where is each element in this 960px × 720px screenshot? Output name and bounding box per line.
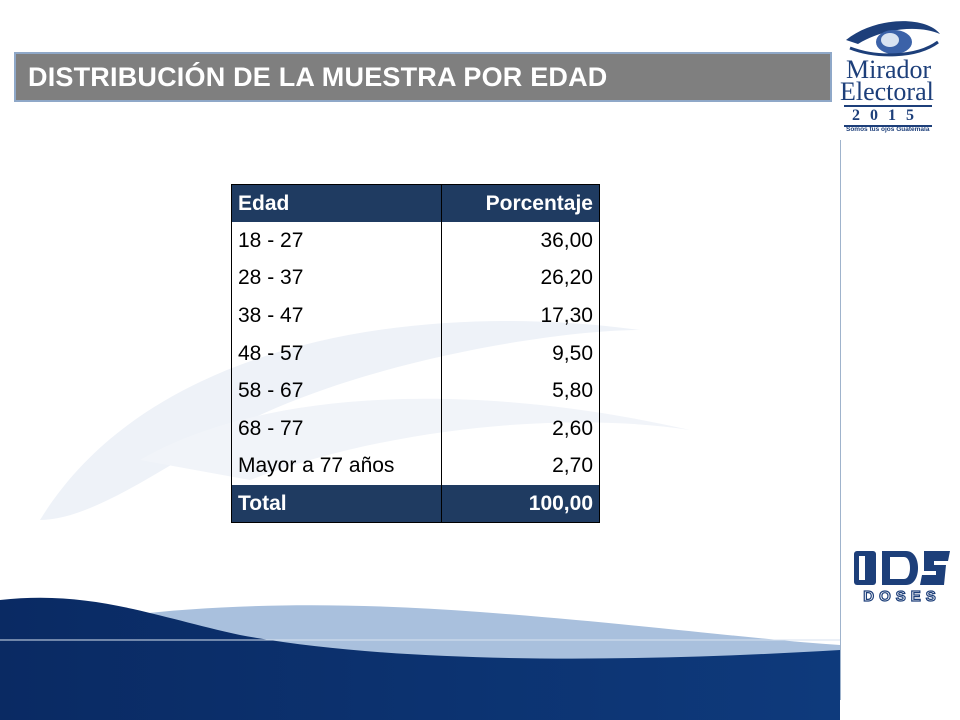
table-row: 18 - 27 36,00 — [231, 222, 600, 260]
table-total-row: Total 100,00 — [231, 485, 600, 524]
cell-porcentaje: 5,80 — [441, 372, 600, 411]
cell-edad: 48 - 57 — [231, 334, 442, 373]
cell-edad: 18 - 27 — [231, 222, 442, 260]
table-row: Mayor a 77 años 2,70 — [231, 447, 600, 486]
age-distribution-table: Edad Porcentaje 18 - 27 36,00 28 - 37 26… — [231, 184, 600, 524]
cell-porcentaje: 26,20 — [441, 259, 600, 298]
cell-edad: 28 - 37 — [231, 259, 442, 298]
cell-porcentaje: 17,30 — [441, 297, 600, 335]
eye-logo-icon — [846, 21, 940, 57]
logo-year: 2015 — [844, 105, 932, 127]
doses-logo-text: DOSES — [863, 587, 941, 605]
logo-tagline: Somos tus ojos Guatemala — [846, 126, 930, 133]
cell-porcentaje: 2,60 — [441, 410, 600, 448]
cell-porcentaje: 36,00 — [441, 222, 600, 260]
table-row: 58 - 67 5,80 — [231, 372, 600, 411]
table-row: 48 - 57 9,50 — [231, 334, 600, 373]
logo-mirador-text: Mirador — [846, 55, 932, 84]
header-porcentaje: Porcentaje — [441, 184, 600, 223]
cell-porcentaje: 9,50 — [441, 334, 600, 373]
table-header-row: Edad Porcentaje — [231, 184, 600, 223]
logo-electoral-text: Electoral — [840, 77, 934, 106]
total-label: Total — [231, 485, 442, 524]
cell-edad: 58 - 67 — [231, 372, 442, 411]
table-row: 28 - 37 26,20 — [231, 259, 600, 298]
title-bar: DISTRIBUCIÓN DE LA MUESTRA POR EDAD — [14, 52, 832, 102]
table-row: 38 - 47 17,30 — [231, 297, 600, 335]
slide-title: DISTRIBUCIÓN DE LA MUESTRA POR EDAD — [28, 62, 608, 92]
table-row: 68 - 77 2,60 — [231, 410, 600, 448]
right-divider — [840, 140, 841, 700]
cell-edad: Mayor a 77 años — [231, 447, 442, 486]
cell-edad: 68 - 77 — [231, 410, 442, 448]
header-edad: Edad — [231, 184, 442, 223]
total-value: 100,00 — [441, 485, 600, 524]
cell-porcentaje: 2,70 — [441, 447, 600, 486]
ids-mark-icon — [854, 551, 950, 585]
cell-edad: 38 - 47 — [231, 297, 442, 335]
